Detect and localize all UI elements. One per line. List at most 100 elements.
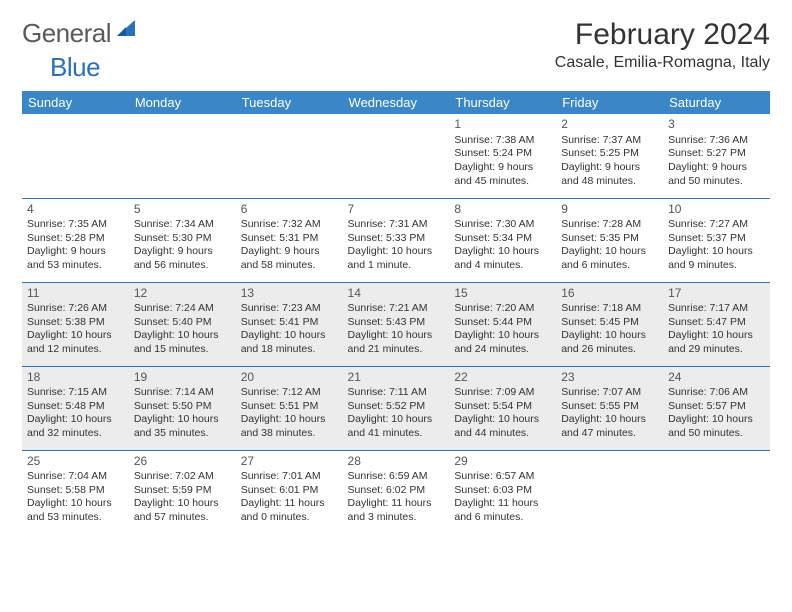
sunset-line: Sunset: 5:34 PM [454,232,551,246]
day-number: 26 [134,454,231,470]
calendar-day-cell: 6Sunrise: 7:32 AMSunset: 5:31 PMDaylight… [236,198,343,282]
calendar-week-row: 1Sunrise: 7:38 AMSunset: 5:24 PMDaylight… [22,114,770,198]
sunset-line: Sunset: 6:03 PM [454,484,551,498]
calendar-day-cell: 7Sunrise: 7:31 AMSunset: 5:33 PMDaylight… [343,198,450,282]
sunrise-line: Sunrise: 7:34 AM [134,218,231,232]
calendar-table: Sunday Monday Tuesday Wednesday Thursday… [22,91,770,534]
daylight-line: Daylight: 10 hours [668,245,765,259]
sunset-line: Sunset: 5:41 PM [241,316,338,330]
daylight-line: Daylight: 9 hours [668,161,765,175]
daylight-line: and 50 minutes. [668,175,765,189]
sunset-line: Sunset: 5:40 PM [134,316,231,330]
daylight-line: and 45 minutes. [454,175,551,189]
sunset-line: Sunset: 5:55 PM [561,400,658,414]
daylight-line: Daylight: 11 hours [348,497,445,511]
weekday-header: Thursday [449,91,556,114]
daylight-line: Daylight: 10 hours [27,497,124,511]
sunrise-line: Sunrise: 7:21 AM [348,302,445,316]
weekday-header: Tuesday [236,91,343,114]
daylight-line: and 56 minutes. [134,259,231,273]
calendar-day-cell: 26Sunrise: 7:02 AMSunset: 5:59 PMDayligh… [129,450,236,534]
calendar-day-cell: 3Sunrise: 7:36 AMSunset: 5:27 PMDaylight… [663,114,770,198]
calendar-day-cell: 17Sunrise: 7:17 AMSunset: 5:47 PMDayligh… [663,282,770,366]
calendar-day-cell: 25Sunrise: 7:04 AMSunset: 5:58 PMDayligh… [22,450,129,534]
sunrise-line: Sunrise: 7:17 AM [668,302,765,316]
day-number: 29 [454,454,551,470]
sunrise-line: Sunrise: 7:07 AM [561,386,658,400]
daylight-line: and 35 minutes. [134,427,231,441]
sunrise-line: Sunrise: 7:15 AM [27,386,124,400]
daylight-line: and 48 minutes. [561,175,658,189]
daylight-line: Daylight: 10 hours [27,413,124,427]
sunrise-line: Sunrise: 7:11 AM [348,386,445,400]
calendar-day-cell: 4Sunrise: 7:35 AMSunset: 5:28 PMDaylight… [22,198,129,282]
sail-icon [115,18,137,45]
day-number: 8 [454,202,551,218]
weekday-header: Sunday [22,91,129,114]
sunset-line: Sunset: 5:28 PM [27,232,124,246]
sunrise-line: Sunrise: 7:26 AM [27,302,124,316]
daylight-line: and 29 minutes. [668,343,765,357]
logo-text-general: General [22,18,111,49]
weekday-header: Monday [129,91,236,114]
day-number: 6 [241,202,338,218]
daylight-line: Daylight: 10 hours [134,329,231,343]
sunrise-line: Sunrise: 7:09 AM [454,386,551,400]
sunrise-line: Sunrise: 7:02 AM [134,470,231,484]
daylight-line: and 6 minutes. [454,511,551,525]
daylight-line: and 26 minutes. [561,343,658,357]
daylight-line: Daylight: 10 hours [134,413,231,427]
day-number: 11 [27,286,124,302]
daylight-line: and 50 minutes. [668,427,765,441]
sunrise-line: Sunrise: 7:30 AM [454,218,551,232]
calendar-day-cell: 2Sunrise: 7:37 AMSunset: 5:25 PMDaylight… [556,114,663,198]
daylight-line: Daylight: 10 hours [241,413,338,427]
day-number: 12 [134,286,231,302]
daylight-line: Daylight: 10 hours [561,329,658,343]
day-number: 22 [454,370,551,386]
sunset-line: Sunset: 5:37 PM [668,232,765,246]
day-number: 16 [561,286,658,302]
daylight-line: Daylight: 9 hours [454,161,551,175]
daylight-line: Daylight: 9 hours [241,245,338,259]
calendar-day-cell: 19Sunrise: 7:14 AMSunset: 5:50 PMDayligh… [129,366,236,450]
day-number: 24 [668,370,765,386]
day-number: 10 [668,202,765,218]
daylight-line: Daylight: 10 hours [668,413,765,427]
sunset-line: Sunset: 5:52 PM [348,400,445,414]
calendar-week-row: 11Sunrise: 7:26 AMSunset: 5:38 PM Dayligh… [22,282,770,366]
sunrise-line: Sunrise: 6:57 AM [454,470,551,484]
daylight-line: and 1 minute. [348,259,445,273]
calendar-day-cell [663,450,770,534]
daylight-line: Daylight: 10 hours [454,413,551,427]
daylight-line: and 9 minutes. [668,259,765,273]
day-number: 25 [27,454,124,470]
day-number: 4 [27,202,124,218]
daylight-line: and 53 minutes. [27,511,124,525]
sunset-line: Sunset: 5:58 PM [27,484,124,498]
sunset-line: Sunset: 5:33 PM [348,232,445,246]
calendar-day-cell: 14Sunrise: 7:21 AMSunset: 5:43 PMDayligh… [343,282,450,366]
sunrise-line: Sunrise: 7:32 AM [241,218,338,232]
calendar-day-cell: 23Sunrise: 7:07 AMSunset: 5:55 PMDayligh… [556,366,663,450]
sunrise-line: Sunrise: 7:01 AM [241,470,338,484]
calendar-day-cell: 27Sunrise: 7:01 AMSunset: 6:01 PMDayligh… [236,450,343,534]
daylight-line: and 3 minutes. [348,511,445,525]
daylight-line: and 38 minutes. [241,427,338,441]
sunrise-line: Sunrise: 7:38 AM [454,134,551,148]
daylight-line: and 21 minutes. [348,343,445,357]
sunset-line: Sunset: 6:01 PM [241,484,338,498]
calendar-day-cell [556,450,663,534]
calendar-day-cell: 12Sunrise: 7:24 AMSunset: 5:40 PMDayligh… [129,282,236,366]
calendar-day-cell [236,114,343,198]
sunset-line: Sunset: 5:38 PM [27,316,124,330]
day-number: 14 [348,286,445,302]
daylight-line: Daylight: 10 hours [561,245,658,259]
daylight-line: Daylight: 10 hours [241,329,338,343]
daylight-line: Daylight: 10 hours [348,413,445,427]
day-number: 28 [348,454,445,470]
daylight-line: and 53 minutes. [27,259,124,273]
day-number: 2 [561,117,658,133]
daylight-line: and 57 minutes. [134,511,231,525]
day-number: 19 [134,370,231,386]
